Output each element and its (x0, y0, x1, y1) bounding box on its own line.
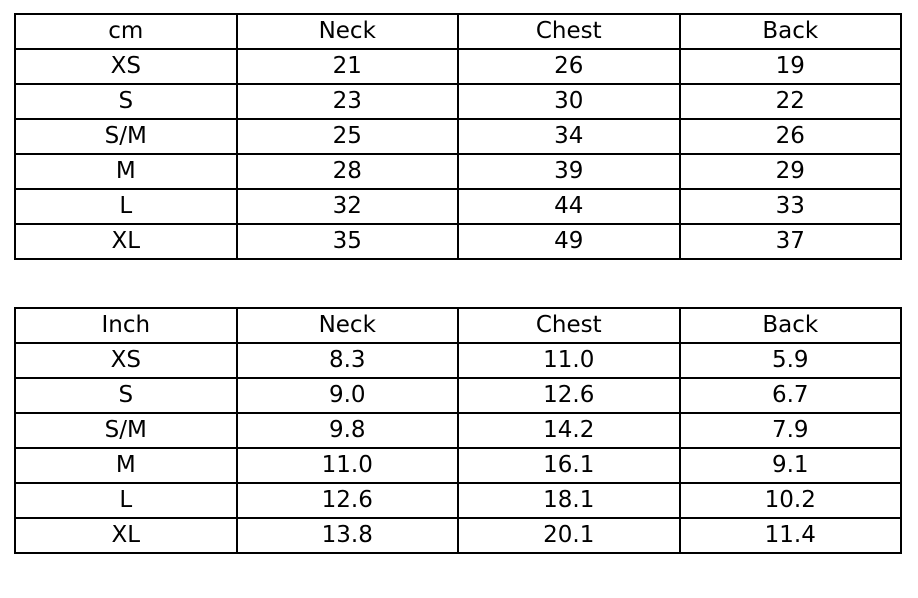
measurement-value-cell: 16.1 (457, 447, 681, 484)
size-table-inch-body: XS 8.3 11.0 5.9 S 9.0 12.6 6.7 S/M 9.8 14.2 7.9 M 11.… (14, 342, 902, 554)
table-row: M 28 39 29 (14, 153, 902, 190)
measurement-value-cell: 9.1 (678, 447, 902, 484)
measurement-value-cell: 18.1 (457, 482, 681, 519)
size-table-cm-header: cm Neck Chest Back (14, 13, 902, 50)
measurement-value-cell: 37 (678, 223, 902, 260)
measurement-value-cell: 29 (678, 153, 902, 190)
measurement-value-cell: 34 (457, 118, 681, 155)
size-chart-page: cm Neck Chest Back XS 21 26 19 S 23 30 22 S/M 25 3… (14, 13, 902, 554)
measurement-value-cell: 23 (235, 83, 459, 120)
measurement-value-cell: 10.2 (678, 482, 902, 519)
size-label-cell: XS (14, 342, 238, 379)
measurement-value-cell: 12.6 (235, 482, 459, 519)
size-table-cm: cm Neck Chest Back XS 21 26 19 S 23 30 22 S/M 25 3… (14, 13, 902, 260)
measurement-value-cell: 13.8 (235, 517, 459, 554)
size-table-inch: Inch Neck Chest Back XS 8.3 11.0 5.9 S 9.0 12.… (14, 307, 902, 554)
header-cell-chest: Chest (457, 13, 681, 50)
table-row: S/M 9.8 14.2 7.9 (14, 412, 902, 449)
header-cell-back: Back (678, 307, 902, 344)
size-label-cell: XL (14, 223, 238, 260)
header-cell-back: Back (678, 13, 902, 50)
measurement-value-cell: 39 (457, 153, 681, 190)
measurement-value-cell: 32 (235, 188, 459, 225)
size-label-cell: M (14, 153, 238, 190)
header-cell-chest: Chest (457, 307, 681, 344)
header-cell-unit: cm (14, 13, 238, 50)
measurement-value-cell: 21 (235, 48, 459, 85)
table-row: XL 13.8 20.1 11.4 (14, 517, 902, 554)
measurement-value-cell: 30 (457, 83, 681, 120)
header-cell-neck: Neck (235, 13, 459, 50)
table-row: L 32 44 33 (14, 188, 902, 225)
measurement-value-cell: 7.9 (678, 412, 902, 449)
measurement-value-cell: 35 (235, 223, 459, 260)
measurement-value-cell: 44 (457, 188, 681, 225)
table-row: S/M 25 34 26 (14, 118, 902, 155)
size-label-cell: L (14, 188, 238, 225)
header-row: cm Neck Chest Back (14, 13, 902, 50)
size-label-cell: S (14, 83, 238, 120)
size-label-cell: S/M (14, 412, 238, 449)
measurement-value-cell: 26 (457, 48, 681, 85)
measurement-value-cell: 8.3 (235, 342, 459, 379)
measurement-value-cell: 11.0 (457, 342, 681, 379)
measurement-value-cell: 26 (678, 118, 902, 155)
measurement-value-cell: 11.4 (678, 517, 902, 554)
measurement-value-cell: 28 (235, 153, 459, 190)
measurement-value-cell: 22 (678, 83, 902, 120)
header-row: Inch Neck Chest Back (14, 307, 902, 344)
size-table-inch-header: Inch Neck Chest Back (14, 307, 902, 344)
table-row: S 9.0 12.6 6.7 (14, 377, 902, 414)
measurement-value-cell: 11.0 (235, 447, 459, 484)
measurement-value-cell: 5.9 (678, 342, 902, 379)
size-label-cell: XS (14, 48, 238, 85)
measurement-value-cell: 9.0 (235, 377, 459, 414)
table-row: M 11.0 16.1 9.1 (14, 447, 902, 484)
measurement-value-cell: 25 (235, 118, 459, 155)
size-label-cell: S (14, 377, 238, 414)
size-label-cell: M (14, 447, 238, 484)
table-row: S 23 30 22 (14, 83, 902, 120)
measurement-value-cell: 33 (678, 188, 902, 225)
measurement-value-cell: 14.2 (457, 412, 681, 449)
header-cell-neck: Neck (235, 307, 459, 344)
table-row: XS 21 26 19 (14, 48, 902, 85)
measurement-value-cell: 6.7 (678, 377, 902, 414)
table-row: XL 35 49 37 (14, 223, 902, 260)
size-label-cell: XL (14, 517, 238, 554)
size-table-cm-body: XS 21 26 19 S 23 30 22 S/M 25 34 26 M 28 39 29 L 32 44 33 XL… (14, 48, 902, 260)
table-row: XS 8.3 11.0 5.9 (14, 342, 902, 379)
measurement-value-cell: 19 (678, 48, 902, 85)
measurement-value-cell: 9.8 (235, 412, 459, 449)
header-cell-unit: Inch (14, 307, 238, 344)
measurement-value-cell: 20.1 (457, 517, 681, 554)
measurement-value-cell: 12.6 (457, 377, 681, 414)
size-label-cell: L (14, 482, 238, 519)
size-label-cell: S/M (14, 118, 238, 155)
measurement-value-cell: 49 (457, 223, 681, 260)
table-row: L 12.6 18.1 10.2 (14, 482, 902, 519)
